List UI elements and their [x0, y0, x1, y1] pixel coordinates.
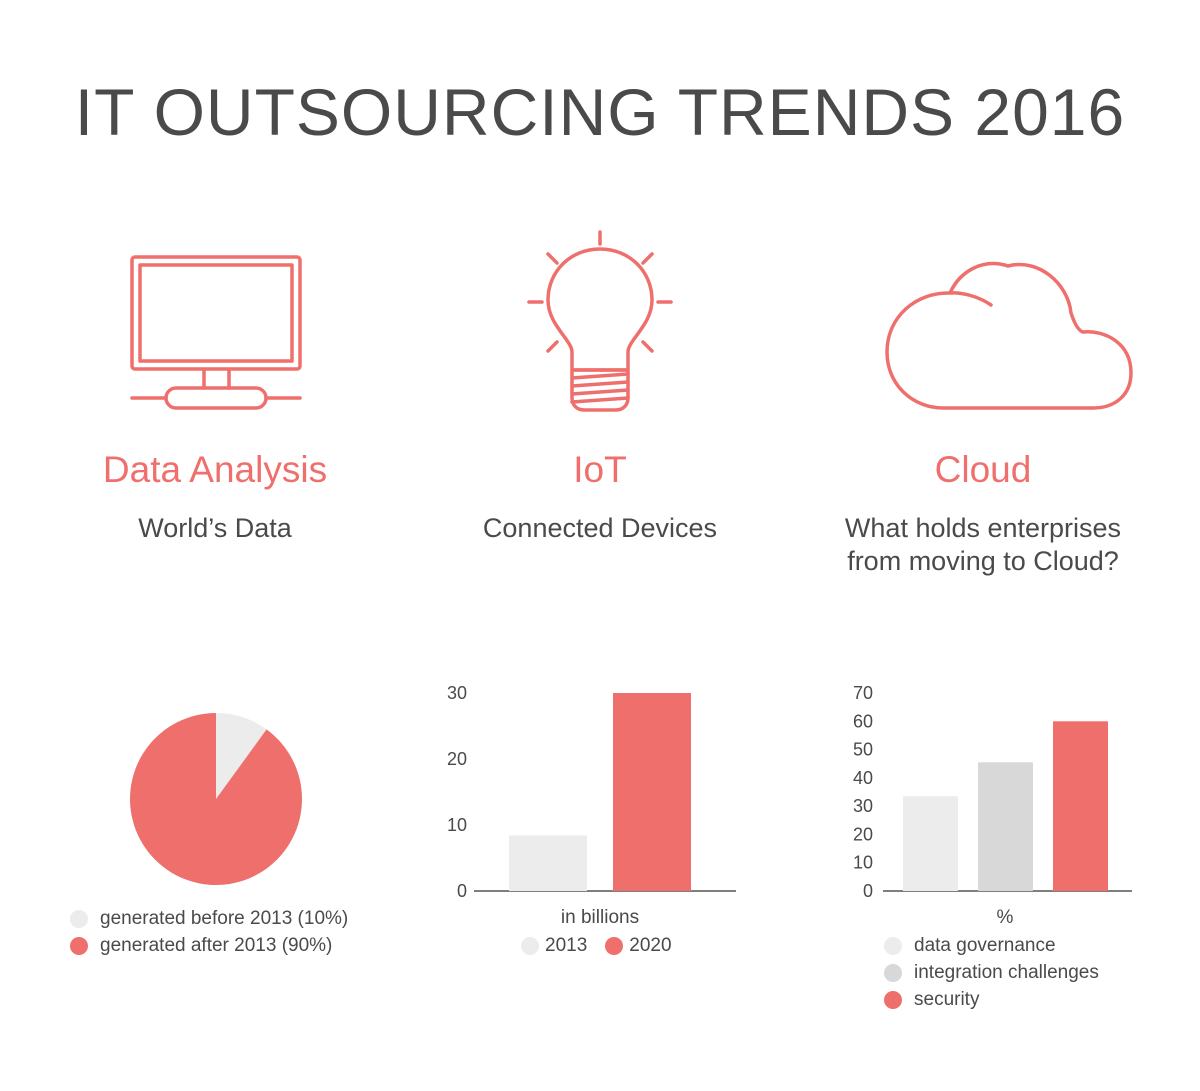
- bar-2020: [613, 693, 691, 891]
- pie-legend-item-0-swatch: [70, 909, 88, 928]
- bar-data-governance: [903, 796, 958, 891]
- page-title: IT OUTSOURCING TRENDS 2016: [74, 75, 1126, 149]
- pie-legend-item-0-label: generated before 2013 (10%): [100, 907, 349, 929]
- cloud-subtitle-line-2: from moving to Cloud?: [847, 546, 1119, 576]
- y-tick-label: 50: [853, 740, 873, 760]
- cloud-unit-label: %: [996, 907, 1014, 928]
- devices-legend-item-1-swatch: [605, 936, 624, 955]
- cloud-subtitle: What holds enterprises from moving to Cl…: [783, 512, 1183, 578]
- y-tick-label: 60: [853, 711, 873, 731]
- bar-integration-challenges: [978, 762, 1033, 891]
- cloud-legend: data governance integration challenges sec…: [884, 932, 1099, 1013]
- y-tick-label: 10: [447, 815, 467, 835]
- devices-legend-item-0-swatch: [521, 936, 539, 955]
- cloud-legend-item-2-label: security: [914, 988, 980, 1010]
- y-tick-label: 0: [457, 881, 467, 901]
- devices-unit-label: in billions: [560, 907, 640, 928]
- devices-legend-item-0-label: 2013: [545, 934, 588, 956]
- cloud-legend-item-1: integration challenges: [884, 959, 1099, 986]
- data-analysis-subtitle: World’s Data: [138, 513, 292, 543]
- lightbulb-icon: [527, 230, 673, 412]
- data-analysis-heading: Data Analysis: [102, 449, 328, 490]
- pie-legend: generated before 2013 (10%) generated aft…: [70, 905, 348, 959]
- world-data-pie-chart: [129, 713, 302, 885]
- iot-heading: IoT: [573, 449, 627, 490]
- cloud-legend-item-0-label: data governance: [914, 934, 1056, 956]
- iot-section: IoT Connected Devices: [400, 0, 800, 1091]
- pie-legend-item-0: generated before 2013 (10%): [70, 905, 348, 932]
- cloud-subtitle-line-1: What holds enterprises: [844, 513, 1122, 543]
- iot-subtitle: Connected Devices: [482, 513, 718, 543]
- cloud-legend-item-1-swatch: [884, 963, 902, 982]
- y-tick-label: 30: [853, 796, 873, 816]
- devices-legend-item-1: 2020: [605, 932, 672, 959]
- cloud-legend-item-2: security: [884, 986, 1099, 1013]
- bar-security: [1053, 721, 1108, 891]
- bar-2013: [509, 835, 587, 891]
- cloud-icon: [885, 261, 1133, 410]
- devices-legend-item-1-label: 2020: [629, 934, 672, 956]
- monitor-icon: [130, 255, 302, 410]
- y-tick-label: 0: [863, 881, 873, 901]
- cloud-heading: Cloud: [934, 449, 1032, 490]
- y-tick-label: 20: [853, 824, 873, 844]
- pie-legend-item-1-swatch: [70, 936, 88, 955]
- cloud-section: Cloud What holds enterprises from moving…: [783, 0, 1183, 1091]
- devices-legend: 2013 2020: [521, 932, 672, 959]
- pie-slice-1: [129, 713, 302, 885]
- y-tick-label: 10: [853, 853, 873, 873]
- pie-legend-item-1-label: generated after 2013 (90%): [100, 934, 333, 956]
- data-analysis-section: Data Analysis World’s Data: [15, 0, 415, 1091]
- pie-legend-item-1: generated after 2013 (90%): [70, 932, 348, 959]
- y-tick-label: 20: [447, 749, 467, 769]
- connected-devices-bar-chart: 0 10 20 30: [447, 683, 736, 901]
- cloud-legend-item-0-swatch: [884, 936, 902, 955]
- cloud-legend-item-1-label: integration challenges: [914, 961, 1099, 983]
- y-tick-label: 70: [853, 683, 873, 703]
- devices-legend-item-0: 2013: [521, 932, 587, 959]
- cloud-legend-item-0: data governance: [884, 932, 1099, 959]
- cloud-concerns-bar-chart: 0 10 20 30 40 50 60 70: [853, 683, 1132, 901]
- cloud-legend-item-2-swatch: [884, 990, 902, 1009]
- pie-slice-0: [216, 713, 267, 799]
- y-tick-label: 40: [853, 768, 873, 788]
- y-tick-label: 30: [447, 683, 467, 703]
